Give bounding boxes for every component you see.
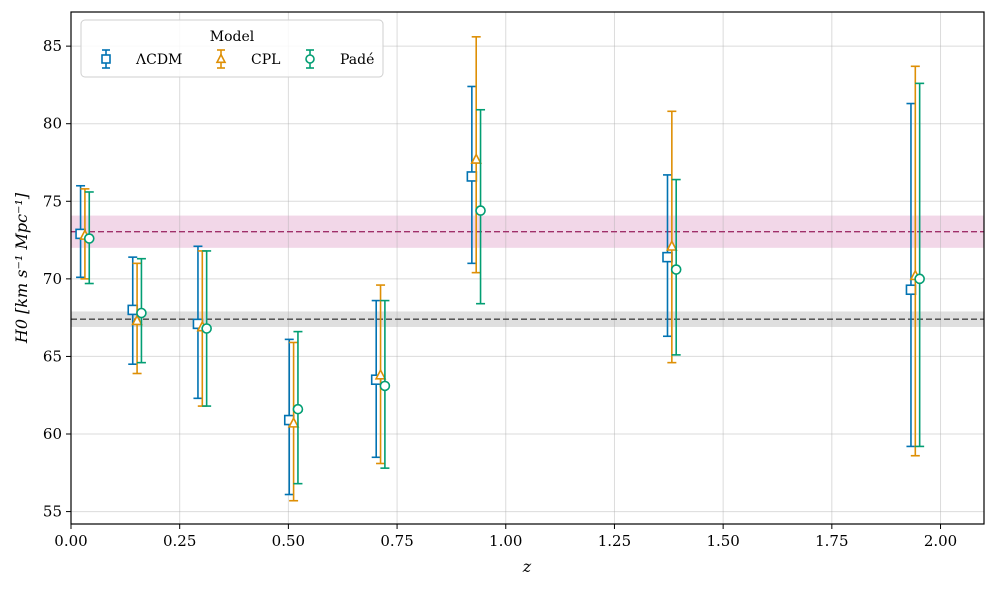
series-3-point-7-marker <box>670 264 682 275</box>
series-3-point-4-marker <box>292 403 304 415</box>
series-2-point-5-marker <box>374 368 387 380</box>
y-tick-label-3: 70 <box>43 270 62 288</box>
x-tick-label-0: 0.00 <box>54 532 87 550</box>
x-tick-label-5: 1.25 <box>598 532 631 550</box>
series-1-point-8-marker <box>905 284 917 296</box>
legend-entry-1-marker <box>101 54 111 64</box>
legend-entry-2: CPL <box>215 49 280 69</box>
y-tick-label-1: 60 <box>43 425 62 443</box>
series-3-point-5-marker <box>379 380 391 392</box>
series-2-point-2-marker <box>131 314 143 326</box>
x-tick-label-2: 0.50 <box>272 532 305 550</box>
y-axis-label: H0 [km s⁻¹ Mpc⁻¹] <box>12 192 31 344</box>
legend-title: Model <box>210 29 255 45</box>
legend-entry-2-marker <box>215 52 227 64</box>
series-2 <box>79 36 922 502</box>
series-3-point-6-marker <box>475 205 486 216</box>
legend-entry-2-label: CPL <box>251 52 280 68</box>
legend-entries: ΛCDM CPL Padé <box>101 49 374 69</box>
legend-entry-3-label: Padé <box>340 52 374 68</box>
x-tick-label-7: 1.75 <box>815 532 848 550</box>
series-1 <box>75 85 917 496</box>
series-3-point-1-marker <box>83 233 95 244</box>
legend-entry-3: Padé <box>305 49 374 69</box>
series-1-point-2-marker <box>127 304 139 316</box>
y-tick-label-4: 75 <box>43 192 62 210</box>
series-3 <box>83 82 925 485</box>
legend-entry-3-marker <box>305 54 315 64</box>
y-tick-label-2: 65 <box>43 347 62 365</box>
y-tick-label-6: 85 <box>43 37 62 55</box>
series-2-point-4-marker <box>287 416 300 428</box>
data-series <box>75 36 925 502</box>
legend-entry-1: ΛCDM <box>101 49 182 69</box>
series-2-point-6-marker <box>470 152 483 164</box>
legend: Model ΛCDM CPL Padé <box>80 19 384 78</box>
x-axis-label: z <box>522 557 532 576</box>
x-tick-label-6: 1.50 <box>706 532 739 550</box>
plot-frame <box>70 11 985 525</box>
legend-entry-1-label: ΛCDM <box>135 52 182 68</box>
x-tick-label-8: 2.00 <box>924 532 957 550</box>
y-tick-label-0: 55 <box>43 503 62 521</box>
low-h0-reference-band <box>71 311 984 327</box>
series-3-point-2-marker <box>136 307 147 319</box>
series-1-point-7-marker <box>662 251 673 263</box>
y-tick-label-5: 80 <box>43 115 62 133</box>
series-2-point-7-marker <box>666 239 678 251</box>
x-tick-label-1: 0.25 <box>163 532 196 550</box>
x-tick-label-4: 1.00 <box>489 532 522 550</box>
reference-lines <box>71 230 984 320</box>
axis-ticks: 0.00 0.25 0.50 0.75 1.00 1.25 1.50 1.75 2.00 55 60… <box>43 37 957 550</box>
x-tick-label-3: 0.75 <box>380 532 413 550</box>
series-3-point-3-marker <box>201 323 212 334</box>
series-1-point-6-marker <box>466 171 478 182</box>
series-3-point-8-marker <box>914 273 925 285</box>
